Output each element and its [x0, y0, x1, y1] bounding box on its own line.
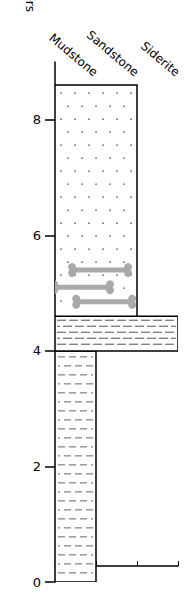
svg-text:Mudstone: Mudstone — [46, 30, 101, 80]
svg-text:0: 0 — [33, 575, 41, 590]
svg-text:6: 6 — [33, 228, 41, 243]
svg-text:4: 4 — [33, 343, 41, 358]
svg-text:Meters: Meters — [23, 0, 37, 12]
svg-text:8: 8 — [33, 112, 41, 127]
svg-text:Siderite: Siderite — [138, 39, 182, 79]
svg-text:2: 2 — [33, 459, 41, 474]
svg-text:Sandstone: Sandstone — [84, 28, 142, 80]
